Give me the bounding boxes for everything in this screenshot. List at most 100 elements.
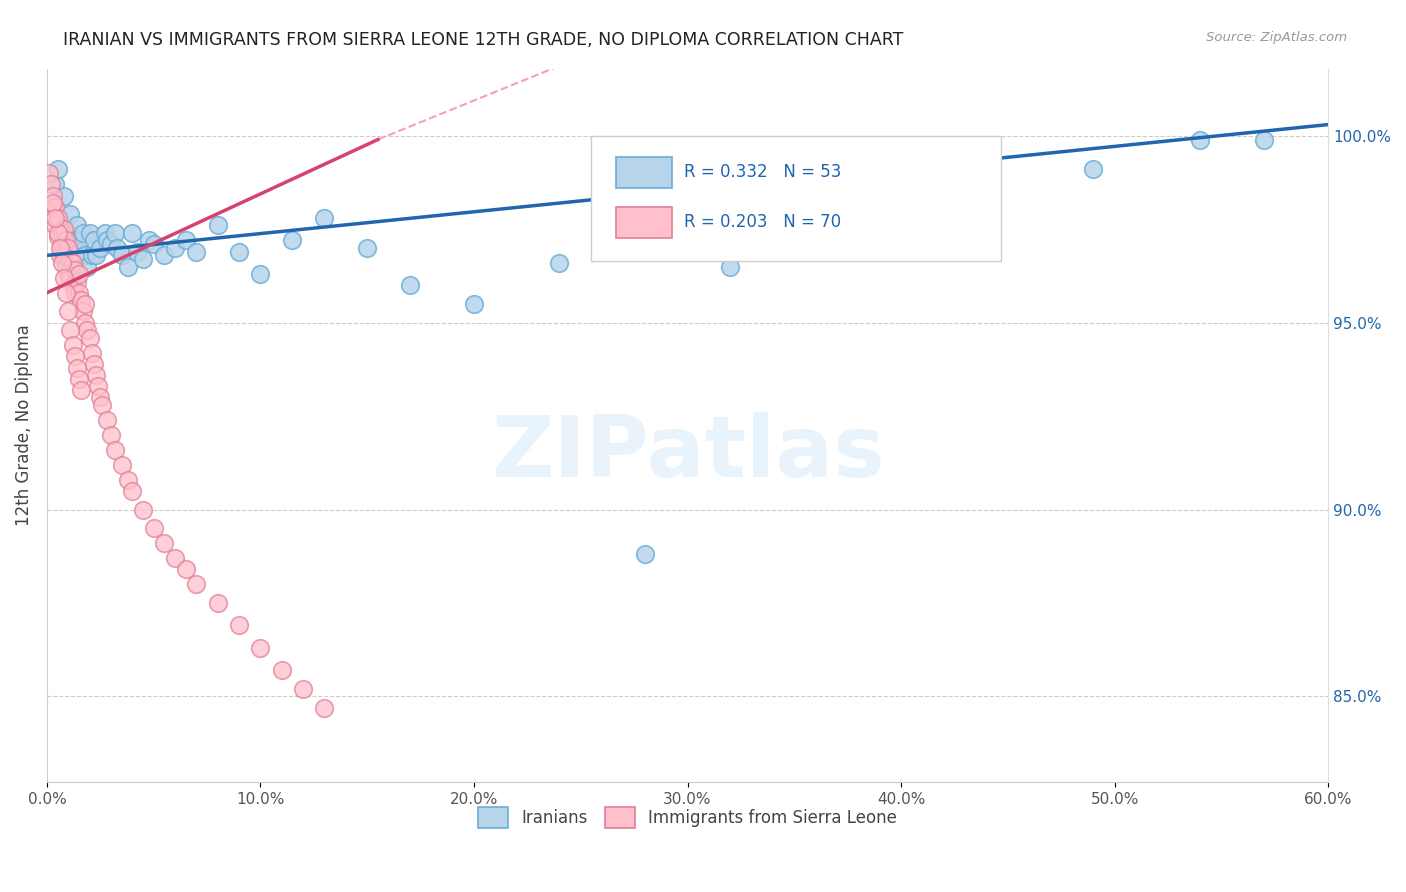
Point <box>58 241 80 255</box>
Point <box>75 248 97 262</box>
Point <box>42 188 65 202</box>
Point <box>67 285 90 300</box>
Point <box>48 241 70 255</box>
Point <box>42 207 65 221</box>
Point <box>121 483 143 498</box>
Point <box>46 211 69 225</box>
Point <box>66 360 89 375</box>
Point <box>55 256 77 270</box>
Point <box>52 188 75 202</box>
Point <box>39 200 62 214</box>
Point <box>270 663 292 677</box>
Point <box>46 226 69 240</box>
Text: Source: ZipAtlas.com: Source: ZipAtlas.com <box>1206 31 1347 45</box>
Point <box>174 562 197 576</box>
Point <box>59 270 82 285</box>
Point <box>138 234 160 248</box>
Point <box>44 211 66 225</box>
Point <box>55 260 77 274</box>
Point <box>63 285 86 300</box>
Point <box>76 260 98 274</box>
Point <box>463 297 485 311</box>
Point <box>89 391 111 405</box>
FancyBboxPatch shape <box>616 157 672 188</box>
Point <box>44 178 66 192</box>
Point <box>46 162 69 177</box>
Point <box>228 244 250 259</box>
Point <box>52 270 75 285</box>
Point <box>104 226 127 240</box>
Text: ZIPatlas: ZIPatlas <box>491 412 884 495</box>
Point <box>67 244 90 259</box>
Y-axis label: 12th Grade, No Diploma: 12th Grade, No Diploma <box>15 325 32 526</box>
Point <box>142 237 165 252</box>
Point <box>62 338 84 352</box>
Point <box>51 237 73 252</box>
Point <box>80 248 103 262</box>
Point <box>111 458 134 472</box>
FancyBboxPatch shape <box>592 136 1001 261</box>
Point <box>1188 132 1211 146</box>
Point <box>292 681 315 696</box>
Point <box>314 211 336 225</box>
Point <box>79 226 101 240</box>
Text: R = 0.203   N = 70: R = 0.203 N = 70 <box>683 213 841 231</box>
Point <box>55 285 77 300</box>
Point <box>39 178 62 192</box>
Point <box>96 413 118 427</box>
Point <box>163 551 186 566</box>
Point <box>228 618 250 632</box>
Point <box>62 241 84 255</box>
Point <box>87 379 110 393</box>
Point <box>62 256 84 270</box>
Point <box>75 297 97 311</box>
Point <box>66 275 89 289</box>
Point <box>46 229 69 244</box>
Point <box>62 278 84 293</box>
Point <box>1083 162 1105 177</box>
Point <box>163 241 186 255</box>
Point <box>84 368 107 382</box>
Point <box>67 372 90 386</box>
Point <box>72 226 94 240</box>
Point <box>1253 132 1275 146</box>
Point <box>59 207 82 221</box>
FancyBboxPatch shape <box>616 207 672 238</box>
Point <box>70 383 93 397</box>
Point <box>100 237 122 252</box>
Point <box>121 226 143 240</box>
Point <box>399 278 422 293</box>
Point <box>72 304 94 318</box>
Point <box>51 256 73 270</box>
Point <box>186 244 208 259</box>
Point <box>76 323 98 337</box>
Point <box>174 234 197 248</box>
Point <box>207 219 229 233</box>
Point <box>125 244 148 259</box>
Point <box>117 260 139 274</box>
Point <box>83 357 105 371</box>
Point <box>59 252 82 266</box>
Point <box>52 222 75 236</box>
Point <box>186 577 208 591</box>
Point <box>48 248 70 262</box>
Point <box>44 200 66 214</box>
Point <box>548 256 571 270</box>
Point <box>80 345 103 359</box>
Point <box>63 349 86 363</box>
Point <box>59 323 82 337</box>
Point <box>42 196 65 211</box>
Point <box>67 267 90 281</box>
Point <box>132 252 155 266</box>
Point <box>55 234 77 248</box>
Point <box>66 219 89 233</box>
Point <box>718 260 741 274</box>
Point <box>58 226 80 240</box>
Point <box>96 234 118 248</box>
Point <box>142 521 165 535</box>
Text: IRANIAN VS IMMIGRANTS FROM SIERRA LEONE 12TH GRADE, NO DIPLOMA CORRELATION CHART: IRANIAN VS IMMIGRANTS FROM SIERRA LEONE … <box>63 31 904 49</box>
Point <box>38 166 60 180</box>
Point <box>52 248 75 262</box>
Point <box>111 248 134 262</box>
Point <box>89 241 111 255</box>
